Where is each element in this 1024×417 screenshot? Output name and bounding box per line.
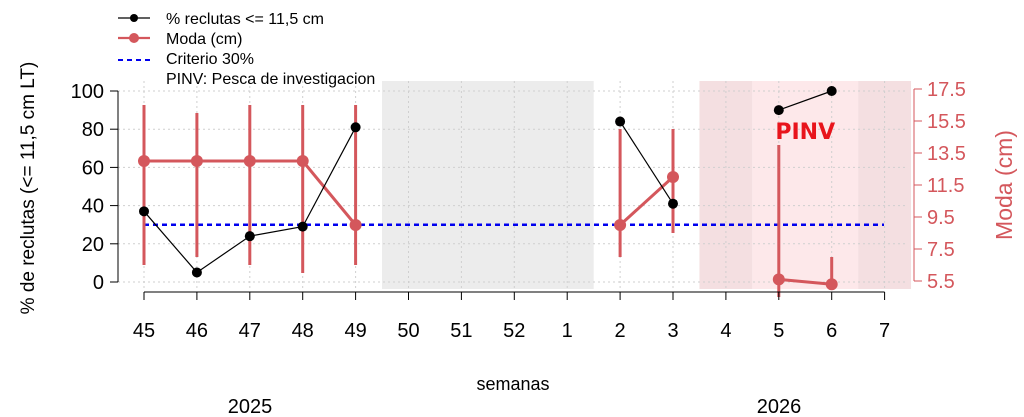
moda-point-0-0 xyxy=(138,155,150,167)
x-tick-label-12: 5 xyxy=(773,320,784,342)
y-left-tick-label-4: 80 xyxy=(82,119,104,141)
pct-point-0-4 xyxy=(350,122,361,133)
y-left-tick-label-3: 60 xyxy=(82,157,104,179)
y-left-tick-label-5: 100 xyxy=(71,81,104,103)
y-right-tick-label-6: 17.5 xyxy=(927,79,966,101)
pct-point-0-0 xyxy=(139,206,149,217)
year-label-2026: 2026 xyxy=(757,396,802,417)
y-right-tick-label-3: 11.5 xyxy=(927,175,964,197)
x-tick-label-11: 4 xyxy=(720,320,731,342)
x-tick-label-8: 1 xyxy=(562,320,573,342)
pct-point-1-1 xyxy=(668,198,678,209)
y-right-tick-label-1: 7.5 xyxy=(927,239,955,261)
legend-label-1: Moda (cm) xyxy=(166,31,242,48)
shaded-region-no-data-0 xyxy=(382,81,594,289)
pct-point-0-2 xyxy=(244,231,255,242)
x-axis-label: semanas xyxy=(476,374,549,394)
x-tick-label-1: 46 xyxy=(186,320,208,342)
shaded-region-closure-1 xyxy=(699,81,753,289)
moda-point-2-0 xyxy=(772,273,785,286)
moda-line-segment-2 xyxy=(778,277,832,286)
shaded-region-closure-3 xyxy=(858,81,912,289)
year-label-2025: 2025 xyxy=(228,396,273,417)
pct-line-segment-2 xyxy=(778,90,832,111)
x-tick-label-4: 49 xyxy=(344,320,366,342)
shaded-regions xyxy=(382,81,912,289)
x-tick-label-2: 47 xyxy=(239,320,261,342)
pct-line-segment-1 xyxy=(619,121,674,205)
moda-point-0-2 xyxy=(243,155,256,167)
moda-point-0-3 xyxy=(296,155,309,167)
pct-point-0-3 xyxy=(297,221,308,232)
legend-swatch-dot-1 xyxy=(129,33,139,43)
x-tick-label-7: 52 xyxy=(503,320,525,342)
x-tick-label-9: 2 xyxy=(615,320,626,342)
moda-point-0-4 xyxy=(349,219,362,231)
pct-point-0-1 xyxy=(191,267,202,278)
shaded-region-pinv-2 xyxy=(752,81,859,289)
x-tick-label-6: 51 xyxy=(450,320,472,342)
y-right-tick-label-0: 5.5 xyxy=(927,271,955,293)
pct-point-2-1 xyxy=(826,86,837,96)
x-tick-label-10: 3 xyxy=(667,320,678,342)
y-right-tick-label-5: 15.5 xyxy=(927,111,966,133)
y-left-tick-label-2: 40 xyxy=(82,196,104,218)
legend-swatch-dot-0 xyxy=(130,14,138,22)
legend: % reclutas <= 11,5 cm Moda (cm) Criterio 3… xyxy=(118,11,375,88)
x-tick-label-14: 7 xyxy=(879,320,890,342)
x-tick-label-3: 48 xyxy=(292,320,314,342)
moda-point-1-0 xyxy=(614,219,627,231)
y-right-tick-label-4: 13.5 xyxy=(927,143,966,165)
y-left-tick-label-0: 0 xyxy=(93,272,104,294)
legend-label-3: PINV: Pesca de investigacion xyxy=(166,71,375,88)
x-tick-label-13: 6 xyxy=(826,320,837,342)
legend-label-0: % reclutas <= 11,5 cm xyxy=(166,11,324,28)
moda-point-1-1 xyxy=(667,171,679,183)
moda-line-segment-1 xyxy=(619,175,675,227)
y-axis-left-label: % de reclutas (<= 11,5 cm LT) xyxy=(18,62,39,315)
pinv-annotation: PINV xyxy=(775,120,835,145)
moda-point-0-1 xyxy=(190,155,203,167)
x-tick-label-5: 50 xyxy=(397,320,419,342)
moda-point-2-1 xyxy=(825,278,838,291)
y-left-tick-label-1: 20 xyxy=(82,234,104,256)
y-right-tick-label-2: 9.5 xyxy=(927,207,955,229)
pct-series-layer xyxy=(139,86,837,278)
pct-point-2-0 xyxy=(773,105,784,116)
legend-label-2: Criterio 30% xyxy=(166,51,254,68)
y-axis-right-label: Moda (cm) xyxy=(991,130,1017,240)
x-tick-label-0: 45 xyxy=(133,320,155,342)
pct-point-1-0 xyxy=(615,116,626,127)
